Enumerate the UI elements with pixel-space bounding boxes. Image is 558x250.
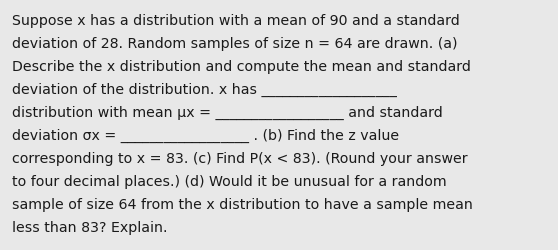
Text: deviation of the distribution. x has ___________________: deviation of the distribution. x has ___… [12,83,397,97]
Text: less than 83? Explain.: less than 83? Explain. [12,220,167,234]
Text: deviation of 28. Random samples of size n = 64 are drawn. (a): deviation of 28. Random samples of size … [12,37,458,51]
Text: Describe the x distribution and compute the mean and standard: Describe the x distribution and compute … [12,60,471,74]
Text: Suppose x has a distribution with a mean of 90 and a standard: Suppose x has a distribution with a mean… [12,14,460,28]
Text: sample of size 64 from the x distribution to have a sample mean: sample of size 64 from the x distributio… [12,197,473,211]
Text: corresponding to x = 83. (c) Find P(x < 83). (Round your answer: corresponding to x = 83. (c) Find P(x < … [12,152,468,165]
Text: to four decimal places.) (d) Would it be unusual for a random: to four decimal places.) (d) Would it be… [12,174,446,188]
Text: deviation σx = __________________ . (b) Find the z value: deviation σx = __________________ . (b) … [12,128,399,142]
Text: distribution with mean μx = __________________ and standard: distribution with mean μx = ____________… [12,106,442,120]
